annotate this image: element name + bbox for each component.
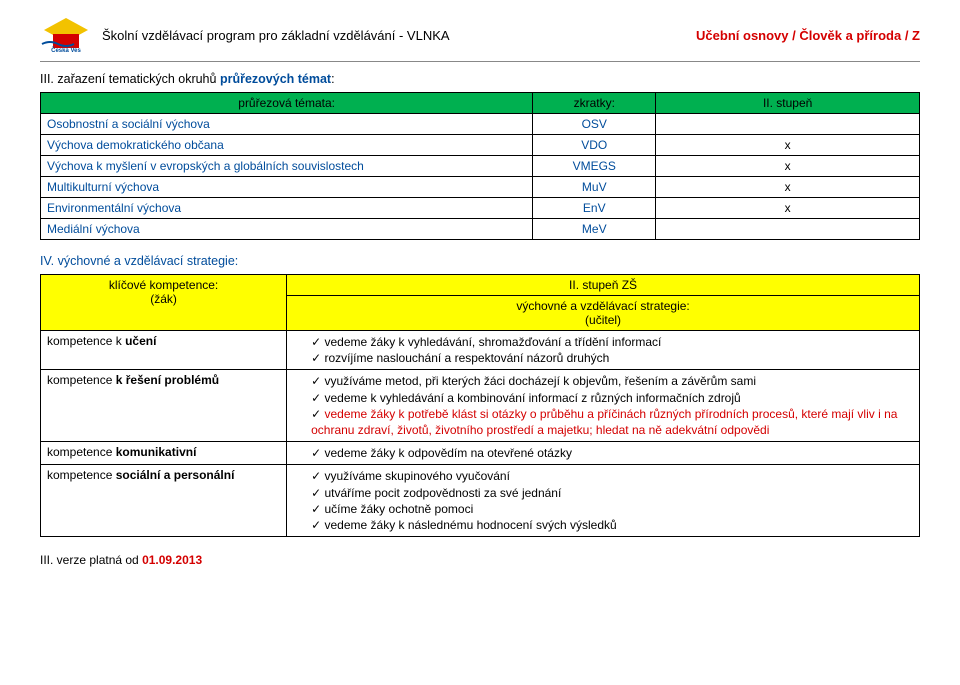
footer-date: 01.09.2013 — [142, 553, 202, 567]
section4-heading: IV. výchovné a vzdělávací strategie: — [40, 254, 920, 268]
theme-abbr: MuV — [533, 177, 656, 198]
competence-name: kompetence sociální a personální — [41, 465, 287, 537]
head-strategies: výchovné a vzdělávací strategie: (učitel… — [287, 296, 920, 331]
theme-mark — [656, 219, 920, 240]
school-logo-icon: Česká Ves — [40, 14, 92, 57]
list-item: učíme žáky ochotně pomoci — [311, 501, 913, 517]
section3-heading: III. zařazení tematických okruhů průřezo… — [40, 72, 920, 86]
page-header: Česká Ves Školní vzdělávací program pro … — [40, 14, 920, 57]
competence-name: kompetence komunikativní — [41, 442, 287, 465]
list-item: utváříme pocit zodpovědnosti za své jedn… — [311, 485, 913, 501]
table-head-row: průřezová témata: zkratky: II. stupeň — [41, 93, 920, 114]
list-item: využíváme skupinového vyučování — [311, 468, 913, 484]
head-stage: II. stupeň — [656, 93, 920, 114]
theme-abbr: EnV — [533, 198, 656, 219]
cross-themes-table: průřezová témata: zkratky: II. stupeň Os… — [40, 92, 920, 240]
list-item: vedeme žáky k následnému hodnocení svých… — [311, 517, 913, 533]
table-row: kompetence kompetence k učeník učení ved… — [41, 331, 920, 370]
head-themes: průřezová témata: — [41, 93, 533, 114]
theme-name: Mediální výchova — [41, 219, 533, 240]
head-stage-zs: II. stupeň ZŠ — [287, 275, 920, 296]
theme-mark: x — [656, 198, 920, 219]
theme-abbr: VMEGS — [533, 156, 656, 177]
theme-mark: x — [656, 177, 920, 198]
theme-name: Multikulturní výchova — [41, 177, 533, 198]
theme-abbr: MeV — [533, 219, 656, 240]
theme-name: Environmentální výchova — [41, 198, 533, 219]
table-row: Výchova demokratického občana VDO x — [41, 135, 920, 156]
list-item: vedeme žáky k potřebě klást si otázky o … — [311, 406, 913, 438]
theme-mark: x — [656, 135, 920, 156]
table-row: Multikulturní výchova MuV x — [41, 177, 920, 198]
list-item: rozvíjíme naslouchání a respektování náz… — [311, 350, 913, 366]
table-row: kompetence k řešení problémů využíváme m… — [41, 370, 920, 442]
strategies-cell: vedeme žáky k odpovědím na otevřené otáz… — [287, 442, 920, 465]
theme-abbr: VDO — [533, 135, 656, 156]
strategies-cell: využíváme skupinového vyučování utváříme… — [287, 465, 920, 537]
svg-text:Česká Ves: Česká Ves — [51, 47, 81, 54]
strategies-cell: vedeme žáky k vyhledávání, shromažďování… — [287, 331, 920, 370]
theme-name: Výchova demokratického občana — [41, 135, 533, 156]
table-row: kompetence komunikativní vedeme žáky k o… — [41, 442, 920, 465]
list-item: využíváme metod, při kterých žáci docház… — [311, 373, 913, 389]
footer-prefix: III. verze platná od — [40, 553, 142, 567]
head-competence: klíčové kompetence: (žák) — [41, 275, 287, 331]
theme-name: Osobnostní a sociální výchova — [41, 114, 533, 135]
competence-name: kompetence kompetence k učeník učení — [41, 331, 287, 370]
theme-mark: x — [656, 156, 920, 177]
head-abbr: zkratky: — [533, 93, 656, 114]
theme-abbr: OSV — [533, 114, 656, 135]
list-item: vedeme žáky k vyhledávání, shromažďování… — [311, 334, 913, 350]
table-row: kompetence sociální a personální využívá… — [41, 465, 920, 537]
table-row: Mediální výchova MeV — [41, 219, 920, 240]
theme-mark — [656, 114, 920, 135]
header-subject: Učební osnovy / Člověk a příroda / Z — [696, 28, 920, 43]
strategies-head-row: klíčové kompetence: (žák) II. stupeň ZŠ — [41, 275, 920, 296]
table-row: Environmentální výchova EnV x — [41, 198, 920, 219]
list-item: vedeme žáky k odpovědím na otevřené otáz… — [311, 445, 913, 461]
table-row: Osobnostní a sociální výchova OSV — [41, 114, 920, 135]
strategies-cell: využíváme metod, při kterých žáci docház… — [287, 370, 920, 442]
list-item: vedeme k vyhledávání a kombinování infor… — [311, 390, 913, 406]
footer: III. verze platná od 01.09.2013 — [40, 553, 920, 567]
header-title: Školní vzdělávací program pro základní v… — [102, 28, 686, 43]
table-row: Výchova k myšlení v evropských a globáln… — [41, 156, 920, 177]
header-divider — [40, 61, 920, 62]
competence-name: kompetence k řešení problémů — [41, 370, 287, 442]
strategies-table: klíčové kompetence: (žák) II. stupeň ZŠ … — [40, 274, 920, 537]
theme-name: Výchova k myšlení v evropských a globáln… — [41, 156, 533, 177]
